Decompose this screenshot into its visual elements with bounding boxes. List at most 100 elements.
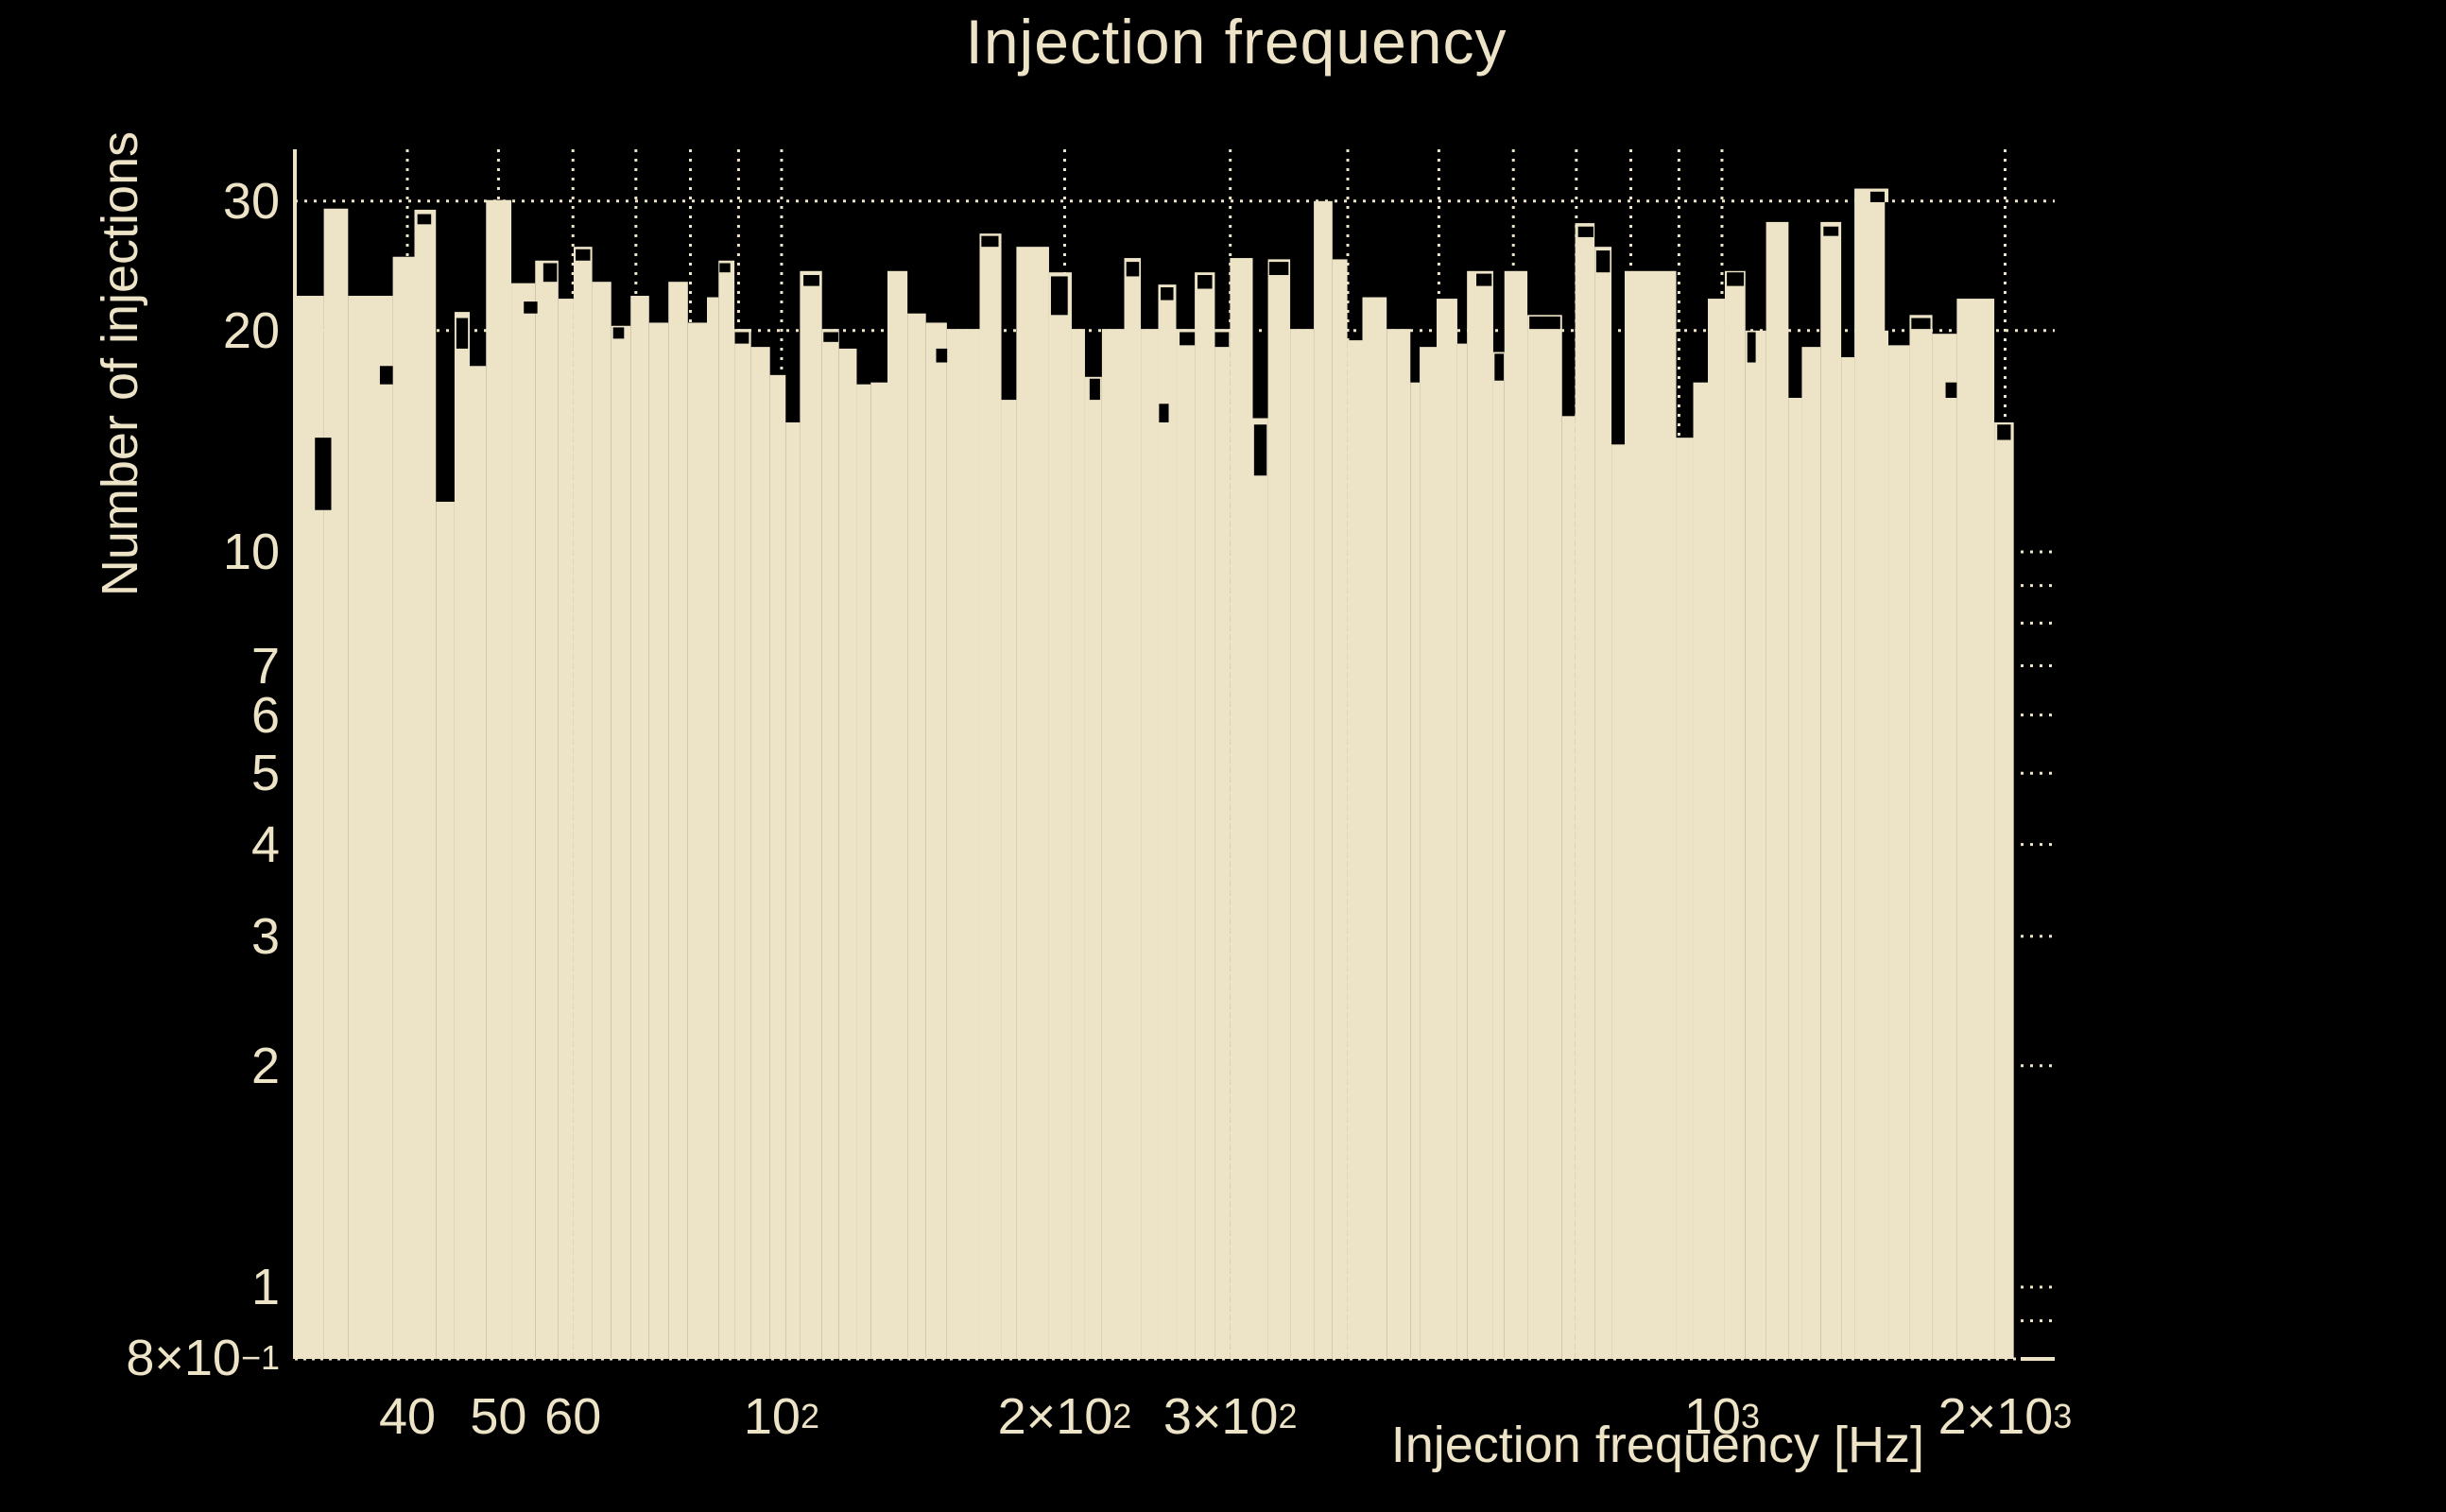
histogram-bar <box>1048 272 1072 1359</box>
histogram-bar <box>1788 397 1802 1359</box>
histogram-bar <box>1841 356 1855 1360</box>
histogram-bar <box>1527 315 1562 1360</box>
overlay-mark <box>981 235 999 248</box>
overlay-mark <box>1823 226 1839 236</box>
histogram-bar <box>1611 444 1625 1359</box>
overlay-mark <box>576 249 591 261</box>
overlay-mark <box>1595 250 1611 273</box>
histogram-bar <box>1252 418 1268 1359</box>
histogram-bar <box>1594 247 1612 1359</box>
y-tick-label: 1 <box>250 1259 280 1315</box>
histogram-bar <box>1347 340 1363 1360</box>
histogram-bar <box>1624 270 1677 1359</box>
histogram-bar <box>573 247 593 1359</box>
histogram-bar <box>1101 329 1125 1359</box>
overlay-mark <box>1529 316 1560 330</box>
histogram-bar <box>1362 297 1387 1360</box>
histogram-bar <box>1801 347 1821 1360</box>
overlay-mark <box>1126 262 1140 277</box>
histogram-bar <box>1230 258 1253 1359</box>
overlay-mark <box>1997 424 2011 440</box>
overlay-mark <box>1885 201 1889 331</box>
overlay-mark <box>1050 276 1068 316</box>
y-tick-label: 6 <box>250 686 280 744</box>
overlay-mark <box>1161 287 1174 301</box>
overlay-mark <box>1869 191 1885 202</box>
histogram-bar <box>785 422 801 1360</box>
y-tick-label: 20 <box>222 301 280 359</box>
histogram-bar <box>469 366 487 1360</box>
histogram-bar <box>1561 416 1576 1359</box>
histogram-bar <box>1504 270 1528 1359</box>
overlay-mark <box>1494 353 1505 381</box>
x-tick-label: 50 <box>470 1388 527 1445</box>
histogram-bar <box>1314 200 1333 1359</box>
histogram-bar <box>1176 329 1196 1359</box>
y-axis-title: Number of injections <box>92 130 148 597</box>
x-tick-label: 2×103 <box>1938 1388 2073 1445</box>
histogram-bar <box>1016 247 1049 1359</box>
overlay-mark <box>1089 378 1100 401</box>
histogram-bar <box>1766 221 1789 1359</box>
overlay-mark <box>1476 273 1492 286</box>
overlay-mark <box>524 301 538 314</box>
histogram-bar <box>1492 352 1505 1360</box>
histogram-bar <box>1071 329 1085 1359</box>
histogram-bar <box>734 329 751 1359</box>
histogram-bar <box>592 282 612 1360</box>
x-tick-label: 102 <box>743 1388 819 1445</box>
histogram-bar <box>1084 376 1102 1359</box>
overlay-mark <box>1268 262 1289 276</box>
histogram-bar <box>838 348 857 1359</box>
histogram-bar <box>769 374 786 1360</box>
histogram-bar <box>1001 400 1017 1359</box>
histogram-bar <box>1420 347 1437 1360</box>
histogram-bar <box>925 322 947 1359</box>
y-tick-label: 8×10−1 <box>126 1330 280 1387</box>
y-tick-label: 30 <box>222 172 280 230</box>
histogram-bar <box>821 329 839 1359</box>
histogram-bar <box>1124 258 1142 1359</box>
histogram-bar <box>1290 329 1315 1359</box>
overlay-mark <box>1911 318 1931 330</box>
histogram-bar <box>348 296 393 1360</box>
histogram-bar <box>535 260 559 1360</box>
x-tick-label: 103 <box>1683 1388 1760 1445</box>
x-tick-label: 3×102 <box>1163 1388 1298 1445</box>
overlay-mark <box>1253 424 1267 476</box>
histogram-bar <box>1141 329 1159 1359</box>
y-tick-label: 4 <box>250 816 280 873</box>
overlay-mark <box>803 275 819 286</box>
histogram-bar <box>648 322 669 1359</box>
y-tick-label: 3 <box>250 907 280 965</box>
overlay-mark <box>315 438 332 510</box>
histogram-bar <box>946 329 980 1359</box>
histogram-bar <box>1436 299 1457 1360</box>
histogram-bar <box>1467 270 1493 1359</box>
histogram-bar <box>1745 330 1766 1359</box>
overlay-mark <box>1747 332 1756 363</box>
overlay-mark <box>456 318 469 349</box>
overlay-mark <box>734 332 749 344</box>
y-tick-label: 10 <box>222 524 280 580</box>
histogram-bar <box>907 313 926 1359</box>
histogram-bar <box>1456 343 1468 1359</box>
overlay-mark <box>1945 382 1957 398</box>
histogram-bar <box>1387 329 1411 1359</box>
histogram-bar <box>611 325 631 1360</box>
histogram-bar <box>414 209 437 1360</box>
overlay-mark <box>379 366 393 385</box>
histogram-bar <box>870 382 887 1360</box>
chart-title: Injection frequency <box>965 7 1507 77</box>
histogram-bar <box>856 384 871 1360</box>
y-tick-label: 5 <box>250 745 280 802</box>
histogram-bar <box>668 282 688 1360</box>
histogram-bar <box>1332 259 1348 1359</box>
histogram-bar <box>392 256 415 1359</box>
histogram-bar <box>718 260 735 1360</box>
histogram-bar <box>1267 259 1291 1359</box>
histogram-bar <box>486 199 512 1359</box>
x-tick-label: 2×102 <box>997 1388 1132 1445</box>
